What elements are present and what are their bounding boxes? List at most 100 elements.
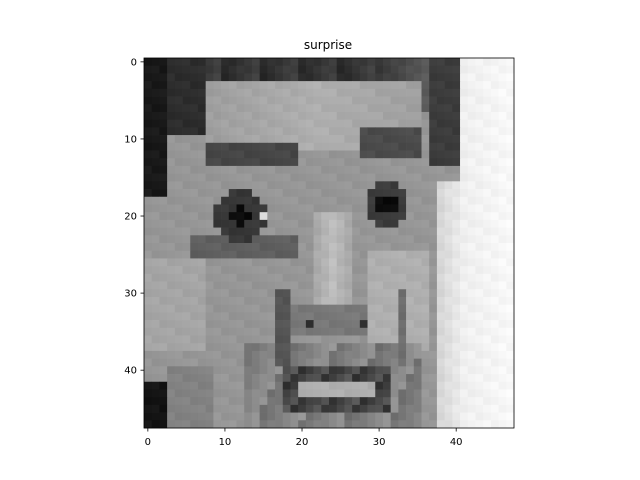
image-pixel bbox=[367, 88, 376, 97]
image-pixel bbox=[490, 189, 499, 198]
axes-frame bbox=[143, 57, 515, 429]
image-pixel bbox=[352, 173, 361, 182]
image-pixel bbox=[213, 227, 222, 236]
image-pixel bbox=[144, 135, 153, 144]
image-pixel bbox=[329, 250, 338, 259]
image-pixel bbox=[406, 119, 415, 128]
image-pixel bbox=[498, 150, 507, 159]
image-pixel bbox=[467, 343, 476, 352]
image-pixel bbox=[421, 412, 430, 421]
image-pixel bbox=[275, 296, 284, 306]
image-pixel bbox=[444, 320, 453, 329]
image-pixel bbox=[475, 289, 484, 298]
image-pixel bbox=[460, 142, 469, 151]
image-pixel bbox=[228, 273, 237, 282]
image-pixel bbox=[282, 65, 291, 74]
image-pixel bbox=[305, 281, 314, 290]
image-pixel bbox=[498, 219, 507, 228]
image-pixel bbox=[305, 304, 314, 313]
image-pixel bbox=[151, 150, 160, 159]
image-pixel bbox=[298, 165, 307, 174]
image-pixel bbox=[413, 258, 422, 267]
image-pixel bbox=[413, 350, 422, 359]
image-pixel bbox=[421, 111, 430, 121]
image-pixel bbox=[498, 111, 507, 121]
image-pixel bbox=[174, 412, 183, 421]
image-pixel bbox=[259, 289, 268, 298]
image-pixel bbox=[375, 350, 384, 359]
image-pixel bbox=[275, 58, 284, 67]
image-pixel bbox=[390, 320, 399, 329]
image-pixel bbox=[275, 65, 284, 74]
image-pixel bbox=[460, 104, 469, 113]
image-pixel bbox=[329, 420, 338, 429]
image-pixel bbox=[298, 327, 307, 336]
image-pixel bbox=[167, 327, 176, 336]
image-pixel bbox=[244, 335, 253, 344]
image-pixel bbox=[359, 142, 368, 151]
image-pixel bbox=[336, 281, 345, 290]
image-pixel bbox=[398, 219, 407, 228]
image-pixel bbox=[197, 219, 207, 228]
image-pixel bbox=[228, 304, 237, 313]
image-pixel bbox=[413, 412, 422, 421]
image-pixel bbox=[159, 81, 168, 90]
image-pixel bbox=[221, 312, 230, 321]
image-pixel bbox=[205, 219, 214, 228]
image-pixel bbox=[221, 212, 230, 221]
image-pixel bbox=[336, 165, 345, 174]
image-pixel bbox=[506, 250, 515, 259]
image-pixel bbox=[213, 320, 222, 329]
image-pixel bbox=[167, 81, 176, 90]
image-pixel bbox=[436, 81, 445, 90]
image-pixel bbox=[167, 412, 176, 421]
image-pixel bbox=[421, 142, 430, 151]
image-pixel bbox=[421, 196, 430, 205]
image-pixel bbox=[174, 312, 183, 321]
image-pixel bbox=[267, 165, 276, 174]
image-pixel bbox=[159, 312, 168, 321]
image-pixel bbox=[467, 96, 476, 105]
image-pixel bbox=[483, 81, 492, 90]
image-pixel bbox=[359, 281, 368, 290]
image-pixel bbox=[321, 389, 330, 398]
image-pixel bbox=[352, 358, 361, 367]
image-pixel bbox=[298, 381, 307, 390]
image-pixel bbox=[205, 135, 214, 144]
image-pixel bbox=[182, 58, 191, 67]
image-pixel bbox=[352, 150, 361, 159]
image-pixel bbox=[444, 397, 453, 406]
image-pixel bbox=[313, 258, 322, 267]
image-pixel bbox=[305, 96, 314, 105]
image-pixel bbox=[336, 350, 345, 359]
image-pixel bbox=[305, 104, 314, 113]
image-pixel bbox=[321, 412, 330, 421]
image-pixel bbox=[159, 119, 168, 128]
image-pixel bbox=[267, 173, 276, 182]
image-pixel bbox=[413, 250, 422, 259]
image-pixel bbox=[228, 412, 237, 421]
image-pixel bbox=[498, 281, 507, 290]
image-pixel bbox=[336, 212, 345, 221]
image-pixel bbox=[236, 96, 245, 105]
image-pixel bbox=[460, 266, 469, 275]
image-pixel bbox=[359, 335, 368, 344]
image-pixel bbox=[390, 150, 399, 159]
image-pixel bbox=[290, 127, 299, 136]
image-pixel bbox=[344, 142, 353, 151]
image-pixel bbox=[205, 189, 214, 198]
image-pixel bbox=[406, 266, 415, 275]
image-pixel bbox=[267, 235, 276, 244]
image-pixel bbox=[151, 266, 160, 275]
image-pixel bbox=[236, 196, 245, 205]
image-pixel bbox=[398, 358, 407, 367]
image-pixel bbox=[475, 374, 484, 383]
image-pixel bbox=[344, 196, 353, 205]
image-pixel bbox=[275, 142, 284, 151]
image-pixel bbox=[182, 312, 191, 321]
image-pixel bbox=[359, 250, 368, 259]
image-pixel bbox=[398, 420, 407, 429]
image-pixel bbox=[406, 73, 415, 82]
image-pixel bbox=[190, 181, 199, 190]
image-pixel bbox=[321, 96, 330, 105]
